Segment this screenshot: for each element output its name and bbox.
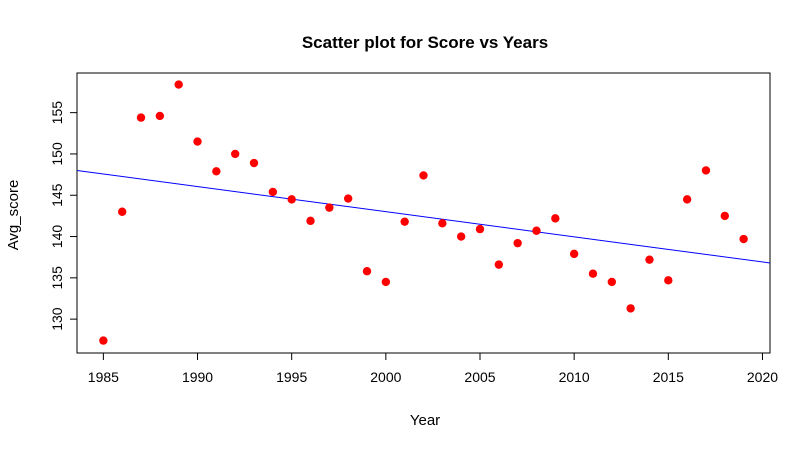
chart-title: Scatter plot for Score vs Years — [302, 33, 548, 52]
data-point — [268, 187, 278, 197]
x-tick-label: 2020 — [747, 369, 778, 385]
data-point — [607, 277, 617, 287]
data-point — [494, 260, 504, 269]
x-tick-label: 2000 — [370, 369, 401, 385]
data-point — [306, 216, 315, 226]
y-tick-label: 145 — [49, 183, 65, 207]
data-point — [212, 167, 221, 176]
data-point — [400, 217, 409, 226]
x-tick-label: 2015 — [653, 369, 684, 385]
regression-line — [76, 169, 771, 264]
regression-line-group — [76, 169, 771, 264]
y-axis-label: Avg_score — [5, 180, 22, 251]
y-tick-label: 135 — [49, 266, 65, 290]
data-point — [682, 195, 692, 204]
x-tick-label: 1990 — [182, 369, 213, 385]
data-point — [230, 149, 240, 159]
y-tick-label: 130 — [49, 307, 65, 331]
y-tick-label: 155 — [49, 101, 65, 125]
data-point — [551, 214, 560, 223]
data-point — [193, 137, 202, 146]
y-tick-label: 140 — [49, 225, 65, 249]
data-point — [362, 267, 372, 276]
data-point — [645, 255, 654, 264]
data-point — [117, 207, 127, 216]
data-point — [174, 80, 183, 89]
data-point — [419, 171, 428, 180]
y-tick-label: 150 — [49, 142, 65, 166]
data-point — [569, 249, 579, 259]
data-point — [626, 304, 635, 313]
data-point — [456, 232, 466, 241]
data-point — [343, 194, 353, 203]
x-tick-label: 2005 — [464, 369, 495, 385]
data-point — [136, 113, 146, 122]
data-point — [438, 219, 447, 228]
data-point — [99, 336, 108, 345]
data-point — [739, 234, 748, 244]
x-tick-label: 2010 — [559, 369, 590, 385]
data-point — [381, 277, 391, 287]
data-point — [588, 269, 598, 278]
data-point — [720, 211, 730, 221]
x-tick-label: 1995 — [276, 369, 307, 385]
data-point — [664, 276, 673, 285]
data-point — [475, 224, 485, 234]
x-axis: 1985 1990 1995 2000 2005 2010 2015 2020 — [88, 352, 778, 385]
data-point — [155, 111, 165, 121]
plot-area-border — [76, 72, 771, 354]
x-tick-label: 1985 — [88, 369, 119, 385]
data-point — [701, 166, 711, 175]
data-point — [249, 158, 259, 168]
data-point — [325, 203, 334, 212]
data-point — [532, 226, 541, 235]
data-point — [287, 195, 296, 204]
y-axis: 130 135 140 145 150 155 — [49, 101, 78, 331]
data-point — [513, 238, 522, 248]
data-points — [99, 80, 748, 345]
x-axis-label: Year — [410, 412, 440, 429]
